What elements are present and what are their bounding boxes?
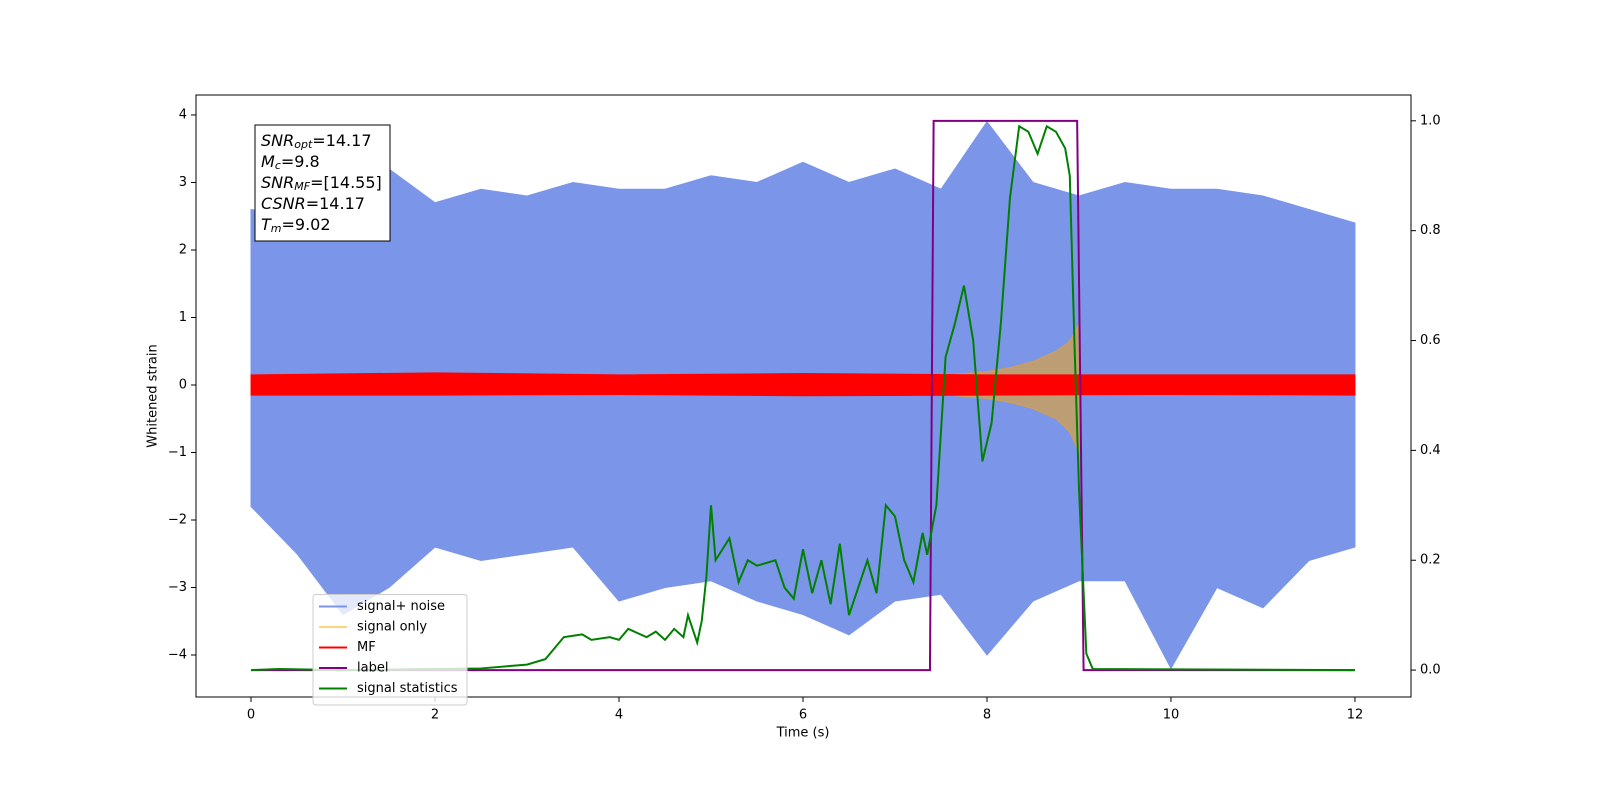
y-tick-label: −4 xyxy=(168,648,187,663)
y2-tick-label: 0.8 xyxy=(1420,223,1441,238)
y2-tick-label: 1.0 xyxy=(1420,113,1441,128)
y2-tick-label: 0.4 xyxy=(1420,443,1441,458)
annotation-base: T xyxy=(261,215,272,234)
legend-label: signal statistics xyxy=(357,681,458,696)
annotation-base: M xyxy=(261,152,275,171)
annotation-sub: m xyxy=(271,222,282,235)
annotation-line: SNRMF=[14.55] xyxy=(261,173,382,194)
annotation-rest: =14.17 xyxy=(312,131,371,150)
x-tick-label: 10 xyxy=(1163,708,1180,723)
annotation-line: Tm=9.02 xyxy=(261,215,331,236)
annotation: SNRopt=14.17Mc=9.8SNRMF=[14.55]CSNR=14.1… xyxy=(254,124,391,242)
legend-label: signal only xyxy=(357,620,427,635)
legend: signal+ noise signal only MF label signal st… xyxy=(312,594,468,706)
x-tick-label: 12 xyxy=(1347,708,1364,723)
x-tick-label: 4 xyxy=(615,708,623,723)
annotation-box xyxy=(254,124,391,242)
annotation-rest: =9.02 xyxy=(282,215,331,234)
x-tick-label: 2 xyxy=(431,708,439,723)
y2-tick-label: 0.6 xyxy=(1420,333,1441,348)
annotation-line: CSNR=14.17 xyxy=(261,194,365,213)
annotation-sub: opt xyxy=(294,138,313,151)
y-tick-label: −3 xyxy=(168,580,187,595)
annotation-base: CSNR xyxy=(261,194,306,213)
y-tick-label: 1 xyxy=(179,310,187,325)
x-tick-label: 8 xyxy=(983,708,991,723)
annotation-line: Mc=9.8 xyxy=(261,152,320,173)
y-tick-label: −1 xyxy=(168,445,187,460)
legend-label: signal+ noise xyxy=(357,599,445,614)
axes-frame xyxy=(195,94,1412,698)
annotation-rest: =[14.55] xyxy=(310,173,382,192)
plot-area xyxy=(250,119,1356,672)
y-tick-label: 4 xyxy=(179,107,187,122)
x-tick-label: 6 xyxy=(799,708,807,723)
band-area xyxy=(250,372,1356,397)
annotation-base: SNR xyxy=(261,173,294,192)
annotation-rest: =9.8 xyxy=(281,152,320,171)
annotation-sub: c xyxy=(275,159,281,172)
legend-label: label xyxy=(357,661,388,676)
annotation-sub: MF xyxy=(294,180,310,193)
y-tick-label: −2 xyxy=(168,513,187,528)
series-line xyxy=(250,124,1355,672)
annotation-rest: =14.17 xyxy=(306,194,365,213)
y2-tick-label: 0.0 xyxy=(1420,663,1441,678)
legend-label: MF xyxy=(357,640,376,655)
y-tick-label: 3 xyxy=(179,175,187,190)
x-tick-label: 0 xyxy=(247,708,255,723)
y-tick-label: 2 xyxy=(179,242,187,257)
y-axis-label: Whitened strain xyxy=(146,344,161,447)
annotation-base: SNR xyxy=(261,131,294,150)
y-tick-label: 0 xyxy=(179,377,187,392)
y2-tick-label: 0.2 xyxy=(1420,553,1441,568)
x-axis-label: Time (s) xyxy=(776,726,830,741)
annotation-line: SNRopt=14.17 xyxy=(261,131,372,152)
legend-box xyxy=(312,594,468,706)
